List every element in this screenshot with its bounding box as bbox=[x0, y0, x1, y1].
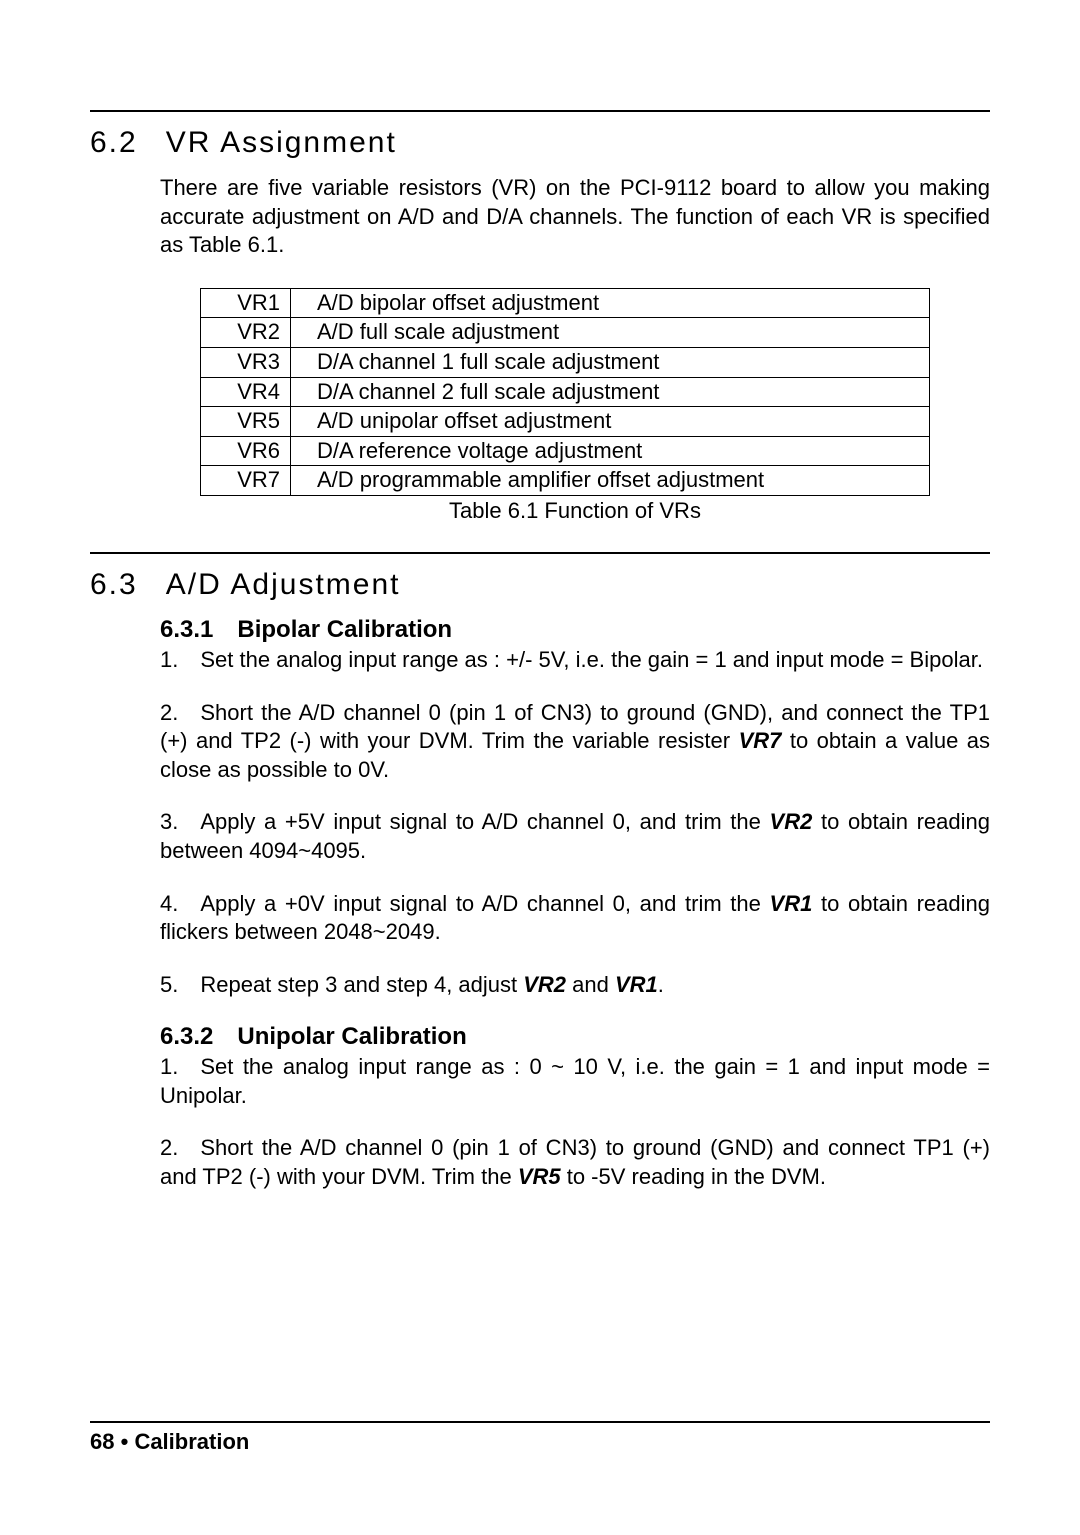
heading-631-title: Bipolar Calibration bbox=[237, 616, 452, 643]
vr-ref: VR2 bbox=[523, 972, 566, 997]
heading-62-num: 6.2 bbox=[90, 126, 138, 159]
step-631-1: 1. Set the analog input range as : +/- 5… bbox=[160, 646, 990, 675]
footer-text: 68 • Calibration bbox=[90, 1429, 990, 1455]
vr-desc: D/A reference voltage adjustment bbox=[291, 436, 930, 466]
heading-632-num: 6.3.2 bbox=[160, 1023, 213, 1050]
table-row: VR1 A/D bipolar offset adjustment bbox=[201, 288, 930, 318]
table-row: VR7 A/D programmable amplifier offset ad… bbox=[201, 466, 930, 496]
heading-62-title: VR Assignment bbox=[166, 126, 397, 159]
table-row: VR2 A/D full scale adjustment bbox=[201, 318, 930, 348]
vr-desc: D/A channel 1 full scale adjustment bbox=[291, 347, 930, 377]
table-row: VR4 D/A channel 2 full scale adjustment bbox=[201, 377, 930, 407]
step-632-1: 1. Set the analog input range as : 0 ~ 1… bbox=[160, 1053, 990, 1110]
vr-label: VR1 bbox=[201, 288, 291, 318]
heading-63: 6.3 A/D Adjustment bbox=[90, 568, 990, 602]
heading-631: 6.3.1 Bipolar Calibration bbox=[160, 616, 990, 644]
vr-ref: VR1 bbox=[615, 972, 658, 997]
vr-desc: A/D unipolar offset adjustment bbox=[291, 407, 930, 437]
step-text: 5. Repeat step 3 and step 4, adjust bbox=[160, 972, 523, 997]
heading-63-num: 6.3 bbox=[90, 568, 138, 601]
vr-label: VR7 bbox=[201, 466, 291, 496]
table-row: VR3 D/A channel 1 full scale adjustment bbox=[201, 347, 930, 377]
table-row: VR6 D/A reference voltage adjustment bbox=[201, 436, 930, 466]
table-row: VR5 A/D unipolar offset adjustment bbox=[201, 407, 930, 437]
step-text: . bbox=[658, 972, 664, 997]
page-number: 68 bbox=[90, 1429, 114, 1454]
heading-62: 6.2 VR Assignment bbox=[90, 126, 990, 160]
heading-631-num: 6.3.1 bbox=[160, 616, 213, 643]
vr-label: VR4 bbox=[201, 377, 291, 407]
vr-label: VR6 bbox=[201, 436, 291, 466]
vr-ref: VR1 bbox=[770, 891, 813, 916]
footer-divider bbox=[90, 1421, 990, 1423]
vr-ref: VR7 bbox=[739, 728, 782, 753]
step-631-2: 2. Short the A/D channel 0 (pin 1 of CN3… bbox=[160, 699, 990, 785]
footer-label: Calibration bbox=[134, 1429, 249, 1454]
section-divider-62 bbox=[90, 110, 990, 112]
table-caption: Table 6.1 Function of VRs bbox=[160, 498, 990, 524]
step-text: and bbox=[566, 972, 615, 997]
intro-62: There are five variable resistors (VR) o… bbox=[160, 174, 990, 260]
step-632-2: 2. Short the A/D channel 0 (pin 1 of CN3… bbox=[160, 1134, 990, 1191]
heading-632: 6.3.2 Unipolar Calibration bbox=[160, 1023, 990, 1051]
heading-63-title: A/D Adjustment bbox=[166, 568, 401, 601]
vr-label: VR2 bbox=[201, 318, 291, 348]
vr-desc: D/A channel 2 full scale adjustment bbox=[291, 377, 930, 407]
step-631-3: 3. Apply a +5V input signal to A/D chann… bbox=[160, 808, 990, 865]
vr-desc: A/D programmable amplifier offset adjust… bbox=[291, 466, 930, 496]
footer-bullet: • bbox=[121, 1429, 129, 1454]
heading-632-title: Unipolar Calibration bbox=[237, 1023, 466, 1050]
step-text: 3. Apply a +5V input signal to A/D chann… bbox=[160, 809, 770, 834]
vr-label: VR3 bbox=[201, 347, 291, 377]
vr-table: VR1 A/D bipolar offset adjustment VR2 A/… bbox=[200, 288, 930, 496]
vr-desc: A/D full scale adjustment bbox=[291, 318, 930, 348]
step-text: to -5V reading in the DVM. bbox=[561, 1164, 826, 1189]
step-631-5: 5. Repeat step 3 and step 4, adjust VR2 … bbox=[160, 971, 990, 1000]
vr-ref: VR2 bbox=[770, 809, 813, 834]
page-footer: 68 • Calibration bbox=[90, 1421, 990, 1455]
section-divider-63 bbox=[90, 552, 990, 554]
vr-desc: A/D bipolar offset adjustment bbox=[291, 288, 930, 318]
vr-label: VR5 bbox=[201, 407, 291, 437]
step-631-4: 4. Apply a +0V input signal to A/D chann… bbox=[160, 890, 990, 947]
step-text: 4. Apply a +0V input signal to A/D chann… bbox=[160, 891, 770, 916]
vr-ref: VR5 bbox=[518, 1164, 561, 1189]
